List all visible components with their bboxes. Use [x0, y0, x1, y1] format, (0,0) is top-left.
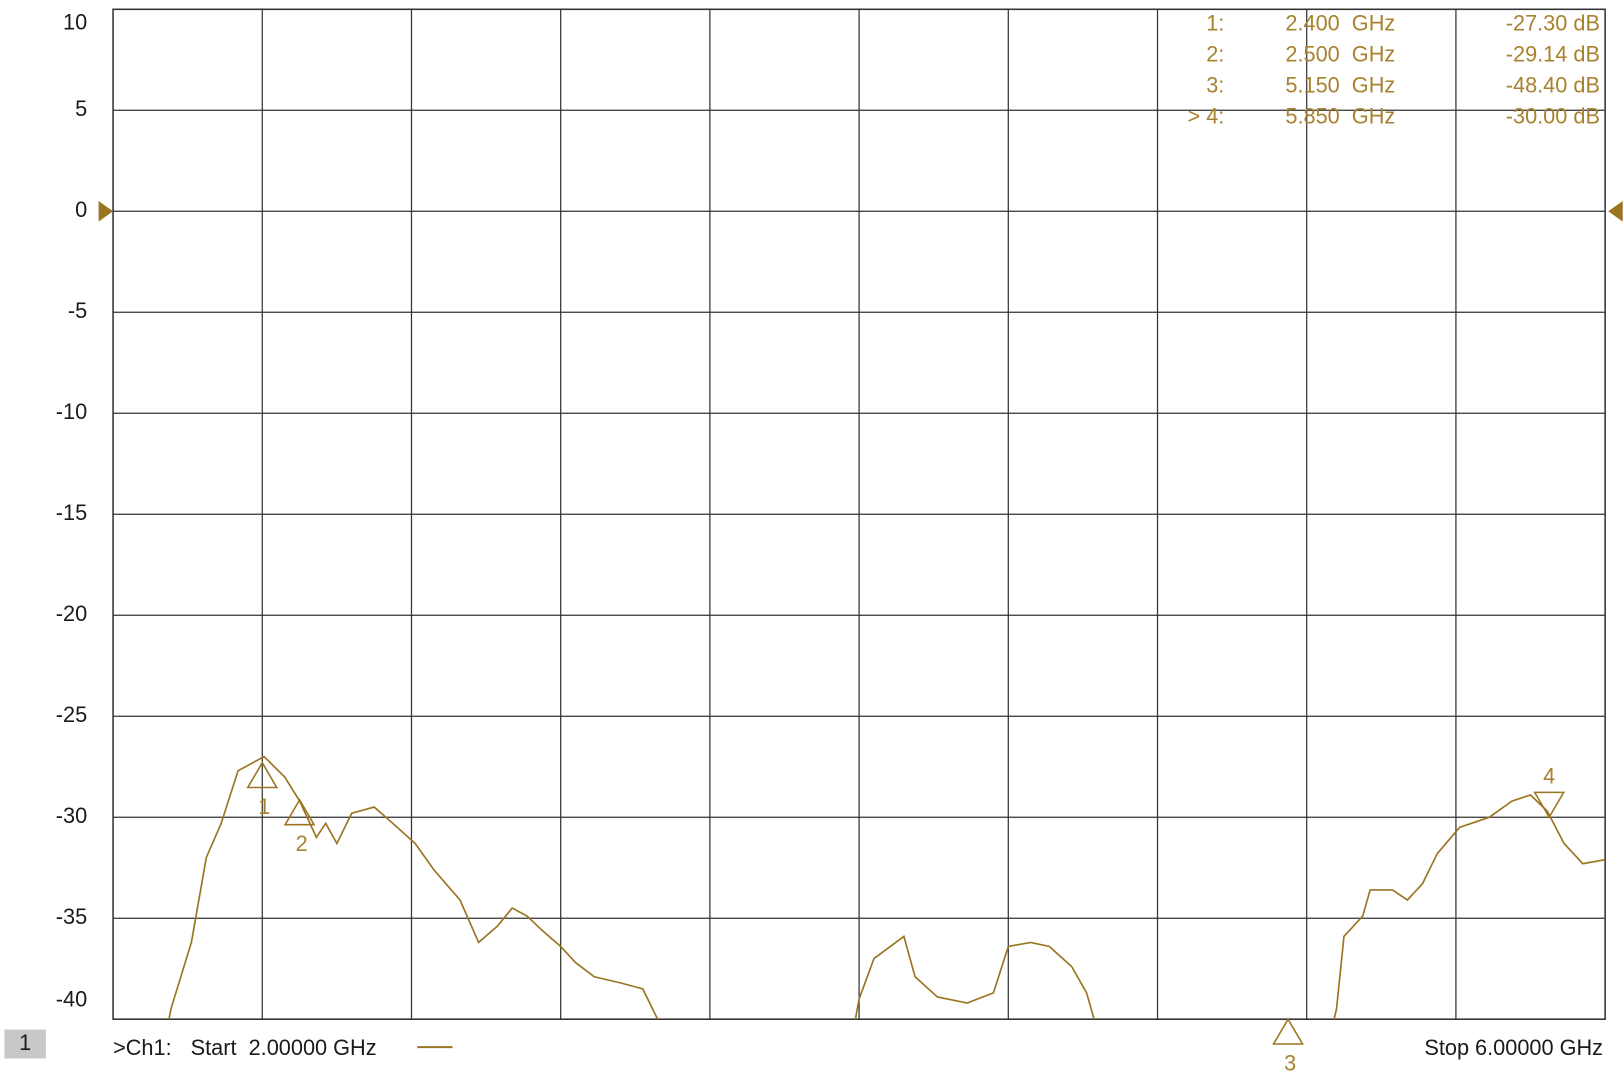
marker-triangle: [1272, 1017, 1304, 1045]
plot-area: [168, 755, 1606, 1020]
y-tick-label: 0: [75, 197, 87, 222]
y-tick-label: -20: [56, 601, 87, 626]
stop-label: Stop 6.00000 GHz: [1424, 1035, 1603, 1060]
marker-triangle: [1533, 791, 1566, 819]
marker-table-frequency: 5.150 GHz: [1285, 73, 1395, 98]
reference-arrow-left: [98, 200, 114, 222]
panel-box: [4, 1029, 46, 1059]
y-tick-label: -10: [56, 399, 87, 424]
marker-table-value: -29.14 dB: [1506, 42, 1600, 67]
marker-table-label: 3:: [1206, 73, 1224, 98]
trace-line: [168, 755, 1606, 1020]
marker-table-label: 2:: [1206, 42, 1224, 67]
y-tick-label: -35: [56, 904, 87, 929]
y-tick-label: -15: [56, 500, 87, 525]
reference-arrow-right: [1608, 200, 1623, 222]
marker-table-value: -27.30 dB: [1506, 11, 1600, 36]
marker-table-value: -48.40 dB: [1506, 73, 1600, 98]
marker-symbol: 1: [258, 794, 270, 819]
marker-symbol: 4: [1543, 764, 1555, 789]
y-tick-label: -40: [56, 986, 87, 1011]
y-tick-label: -5: [68, 298, 87, 323]
channel-label: >Ch1:: [113, 1035, 172, 1060]
markers: 1 2 3 4: [246, 761, 1566, 1073]
marker-table-label: 1:: [1206, 11, 1224, 36]
start-label: Start 2.00000 GHz: [191, 1035, 377, 1060]
marker-table-frequency: 2.500 GHz: [1285, 42, 1395, 67]
y-tick-label: 5: [75, 96, 87, 121]
marker-table-frequency: 2.400 GHz: [1285, 11, 1395, 36]
marker-table-value: -30.00 dB: [1506, 104, 1600, 129]
marker-triangle: [283, 798, 316, 826]
marker-table-frequency: 5.850 GHz: [1285, 104, 1395, 129]
y-tick-label: -30: [56, 803, 87, 828]
panel-label: 1: [19, 1030, 31, 1055]
y-tick-label: 10: [63, 10, 87, 35]
marker-table-label: > 4:: [1188, 104, 1225, 129]
y-tick-label: -25: [56, 702, 87, 727]
marker-symbol: 2: [296, 831, 308, 856]
marker-symbol: 3: [1284, 1050, 1296, 1073]
marker-triangle: [246, 761, 279, 789]
